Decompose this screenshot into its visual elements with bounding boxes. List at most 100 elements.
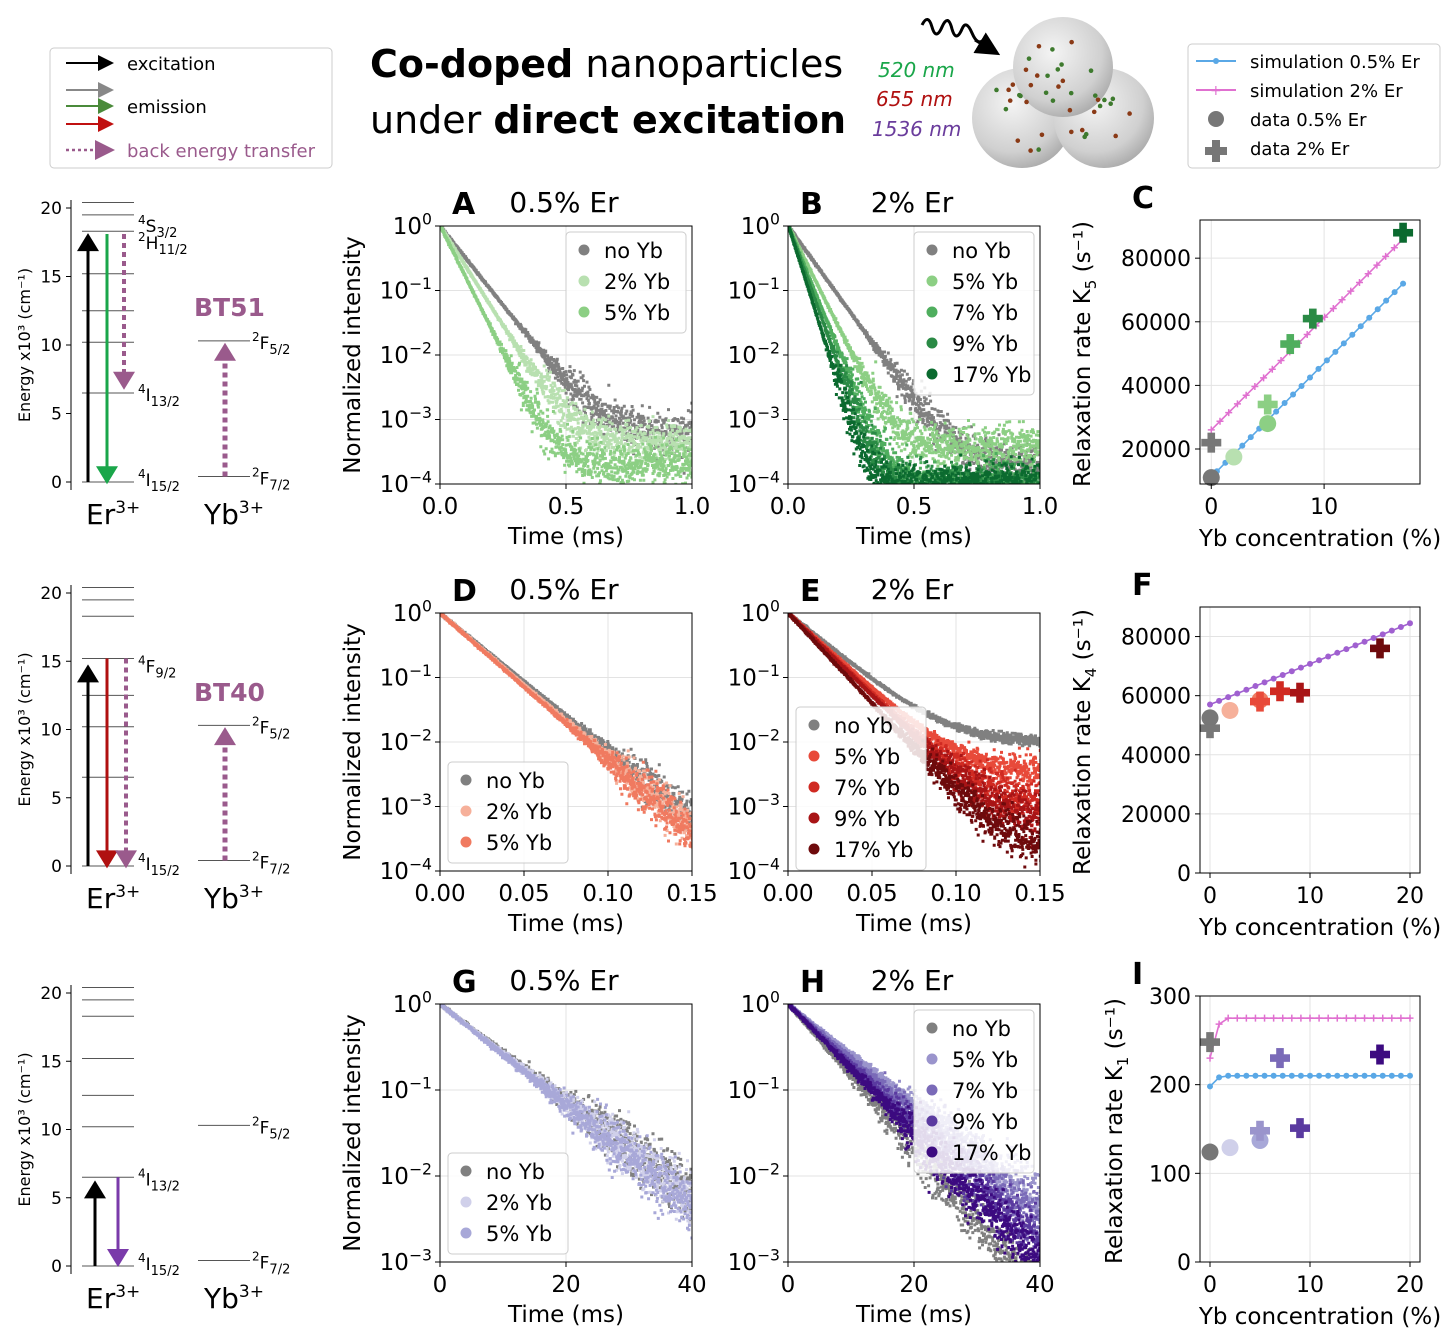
dopant-dot [1097, 103, 1103, 109]
dopant-dot [1028, 82, 1034, 88]
data-layer [440, 1004, 692, 1240]
y-tick-label: 10−3 [728, 403, 780, 434]
x-axis-label: Time (ms) [855, 1302, 972, 1328]
simulation-marker [1332, 348, 1339, 355]
wavelength-1536: 1536 nm [872, 117, 961, 141]
dopant-dot [994, 87, 999, 93]
y-tick-label: 10−4 [380, 467, 432, 498]
energy-axis-tick-label: 10 [40, 721, 62, 741]
legend-label: 2% Yb [604, 270, 670, 294]
simulation-legend-frame [1187, 43, 1441, 169]
x-axis-label: Time (ms) [507, 524, 624, 550]
er-ion-label: Er3+ [86, 1282, 140, 1315]
simulation-marker [1288, 1014, 1296, 1022]
x-tick-label: 10 [1296, 1273, 1324, 1298]
simulation-marker [1224, 1014, 1232, 1022]
dopant-dot [1113, 133, 1118, 139]
panel-F: F 0 20000 40000 60000 80000 0 10 20 Yb concentrat… [1070, 568, 1441, 941]
data-point-plus [1250, 697, 1270, 706]
chart-legend-frame [565, 231, 687, 334]
energy-axis-tick-label: 10 [40, 336, 62, 356]
energy-axis-tick-label: 0 [51, 473, 62, 493]
simulation-marker [1242, 391, 1250, 399]
simulation-marker [1234, 1072, 1241, 1079]
legend-label: 5% Yb [486, 831, 552, 855]
x-tick-label: 0 [781, 1272, 796, 1298]
title-bold-1: Co-doped [370, 42, 573, 86]
transition-label: BT40 [194, 678, 265, 707]
simulation-marker [1251, 1014, 1259, 1022]
x-tick-label: 40 [1025, 1272, 1054, 1298]
legend-marker [578, 306, 590, 318]
simulation-line [1213, 280, 1407, 475]
svg-text:Co-doped nanoparticles: Co-doped nanoparticles [370, 42, 843, 86]
simulation-line [1206, 1014, 1414, 1062]
emission-arrow-icon-head [96, 850, 118, 869]
series-points [440, 1004, 692, 1240]
nanoparticle-illustration: 520 nm 655 nm 1536 nm [872, 17, 1154, 168]
simulation-marker [1390, 244, 1398, 252]
data-point-circle [1202, 469, 1220, 487]
nanoparticle-top [1013, 17, 1113, 117]
simulation-marker [1207, 701, 1213, 708]
legend-sim05-label: simulation 0.5% Er [1250, 52, 1420, 73]
y-tick-label: 10−4 [728, 467, 780, 498]
simulation-marker [1252, 683, 1259, 690]
data-layer [440, 226, 692, 484]
yb-transfer-arrow-icon-head [214, 342, 236, 361]
data-point-plus [1393, 228, 1414, 237]
y-tick-label: 10−2 [728, 725, 780, 756]
simulation-marker [1261, 679, 1268, 686]
level-diagram-row2: 0 5 10 15 20 Energy x10³ (cm⁻¹) 2F5/2 2F7/2 Er3+… [15, 584, 290, 915]
x-tick-label: 0 [1203, 1273, 1217, 1298]
y-axis-label: Relaxation rate K4 (s⁻¹) [1070, 609, 1100, 875]
dopant-dot [1045, 73, 1050, 79]
simulation-marker [1252, 1072, 1259, 1079]
dopant-dot [1010, 82, 1016, 87]
simulation-marker [1324, 1014, 1332, 1022]
simulation-marker [1397, 1014, 1405, 1022]
legend-label: 5% Yb [834, 745, 900, 769]
series-points [788, 226, 1040, 484]
legend-excitation-label: excitation [127, 54, 216, 75]
x-tick-label: 0.05 [846, 881, 897, 907]
title-rest-1: nanoparticles [573, 42, 843, 86]
legend-label: no Yb [486, 769, 545, 793]
panel-letter: H [800, 965, 825, 1000]
simulation-marker [1290, 391, 1297, 398]
panel-letter: A [452, 187, 476, 222]
y-axis-label: Relaxation rate K5 (s⁻¹) [1070, 221, 1100, 487]
y-tick-label: 10−2 [728, 1159, 780, 1190]
panel-letter: B [800, 187, 823, 222]
legend-marker [926, 1022, 938, 1034]
dopant-dot [1060, 78, 1066, 84]
legend-marker [460, 836, 472, 848]
x-axis-label: Time (ms) [507, 911, 624, 937]
y-tick-label: 0 [1177, 1251, 1191, 1276]
emission-arrow-icon-head [107, 1248, 129, 1267]
simulation-marker [1207, 1083, 1213, 1090]
y-tick-label: 20000 [1121, 438, 1191, 463]
simulation-marker [1391, 289, 1398, 296]
dopant-dot [1024, 99, 1029, 105]
simulation-marker [1316, 657, 1323, 664]
title-line2-a: under [370, 98, 493, 142]
data-point-plus [1290, 1124, 1310, 1132]
series-5-yb [440, 226, 692, 484]
title-line2-bold: direct excitation [493, 98, 846, 142]
series-5-yb [440, 1004, 692, 1240]
simulation-marker [1247, 434, 1254, 441]
x-tick-label: 0.15 [1014, 881, 1065, 907]
back-transfer-arrow-icon-head [115, 850, 137, 869]
legend-marker [926, 1146, 938, 1158]
simulation-marker [1370, 635, 1377, 642]
legend-marker [808, 781, 820, 793]
legend-data05-label: data 0.5% Er [1250, 110, 1367, 131]
legend-marker [460, 1227, 472, 1239]
simulation-marker [1323, 357, 1330, 364]
emission-arrow-icon-head [96, 466, 118, 485]
simulation-marker [1297, 664, 1304, 671]
simulation-marker [1225, 1072, 1232, 1079]
legend-label: 9% Yb [952, 332, 1018, 356]
simulation-marker [1307, 374, 1313, 381]
